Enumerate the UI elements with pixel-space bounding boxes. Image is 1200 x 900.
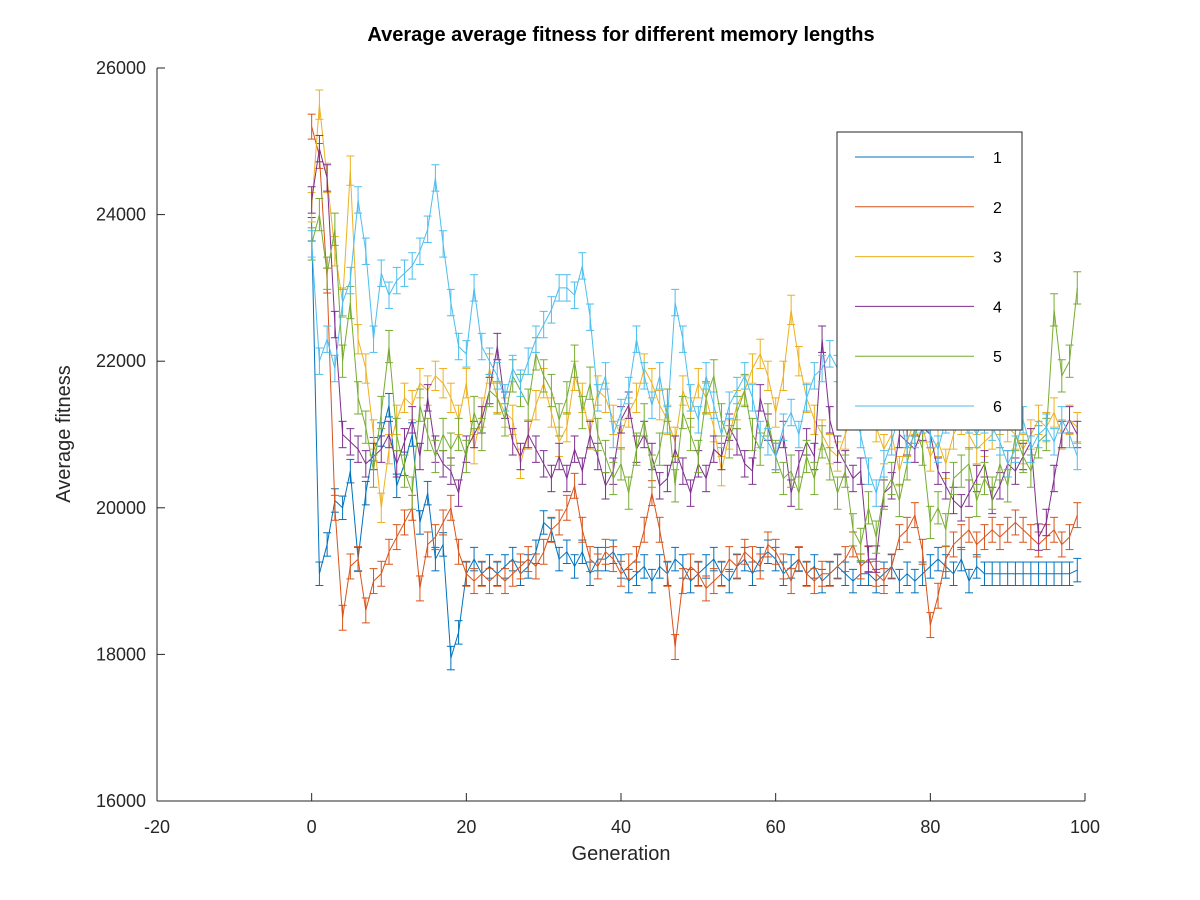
y-tick-label: 22000 — [96, 351, 146, 371]
x-tick-label: 40 — [611, 817, 631, 837]
y-tick-label: 26000 — [96, 58, 146, 78]
chart-title: Average average fitness for different me… — [367, 24, 874, 46]
series-group — [307, 89, 1082, 671]
series-line-2 — [311, 126, 1078, 648]
series-line-5 — [311, 214, 1078, 546]
legend-box — [836, 131, 1023, 431]
x-tick-label: 0 — [307, 817, 317, 837]
x-tick-label: 100 — [1070, 817, 1100, 837]
legend-label: 1 — [993, 150, 1002, 167]
y-tick-label: 16000 — [96, 791, 146, 811]
series-2 — [307, 113, 1082, 661]
x-axis-title: Generation — [572, 843, 671, 865]
series-line-1 — [311, 229, 1078, 659]
legend-label: 2 — [993, 200, 1002, 217]
axes: -20 0 20 40 60 80 100 16000 18000 20000 22000 24000… — [96, 58, 1100, 837]
legend-label: 6 — [993, 399, 1002, 416]
y-tick-label: 24000 — [96, 205, 146, 225]
legend-label: 3 — [993, 250, 1002, 267]
legend-label: 5 — [993, 349, 1002, 366]
legend: 1 2 3 4 5 6 — [836, 131, 1023, 431]
y-axis-title: Average fitness — [53, 365, 75, 503]
x-tick-label: 60 — [766, 817, 786, 837]
series-6 — [307, 164, 1082, 507]
legend-label: 4 — [993, 299, 1002, 316]
x-tick-label: -20 — [144, 817, 170, 837]
x-tick-label: 20 — [456, 817, 476, 837]
x-tick-label: 80 — [920, 817, 940, 837]
y-tick-label: 18000 — [96, 644, 146, 664]
series-line-4 — [311, 148, 1078, 560]
y-tick-label: 20000 — [96, 498, 146, 518]
